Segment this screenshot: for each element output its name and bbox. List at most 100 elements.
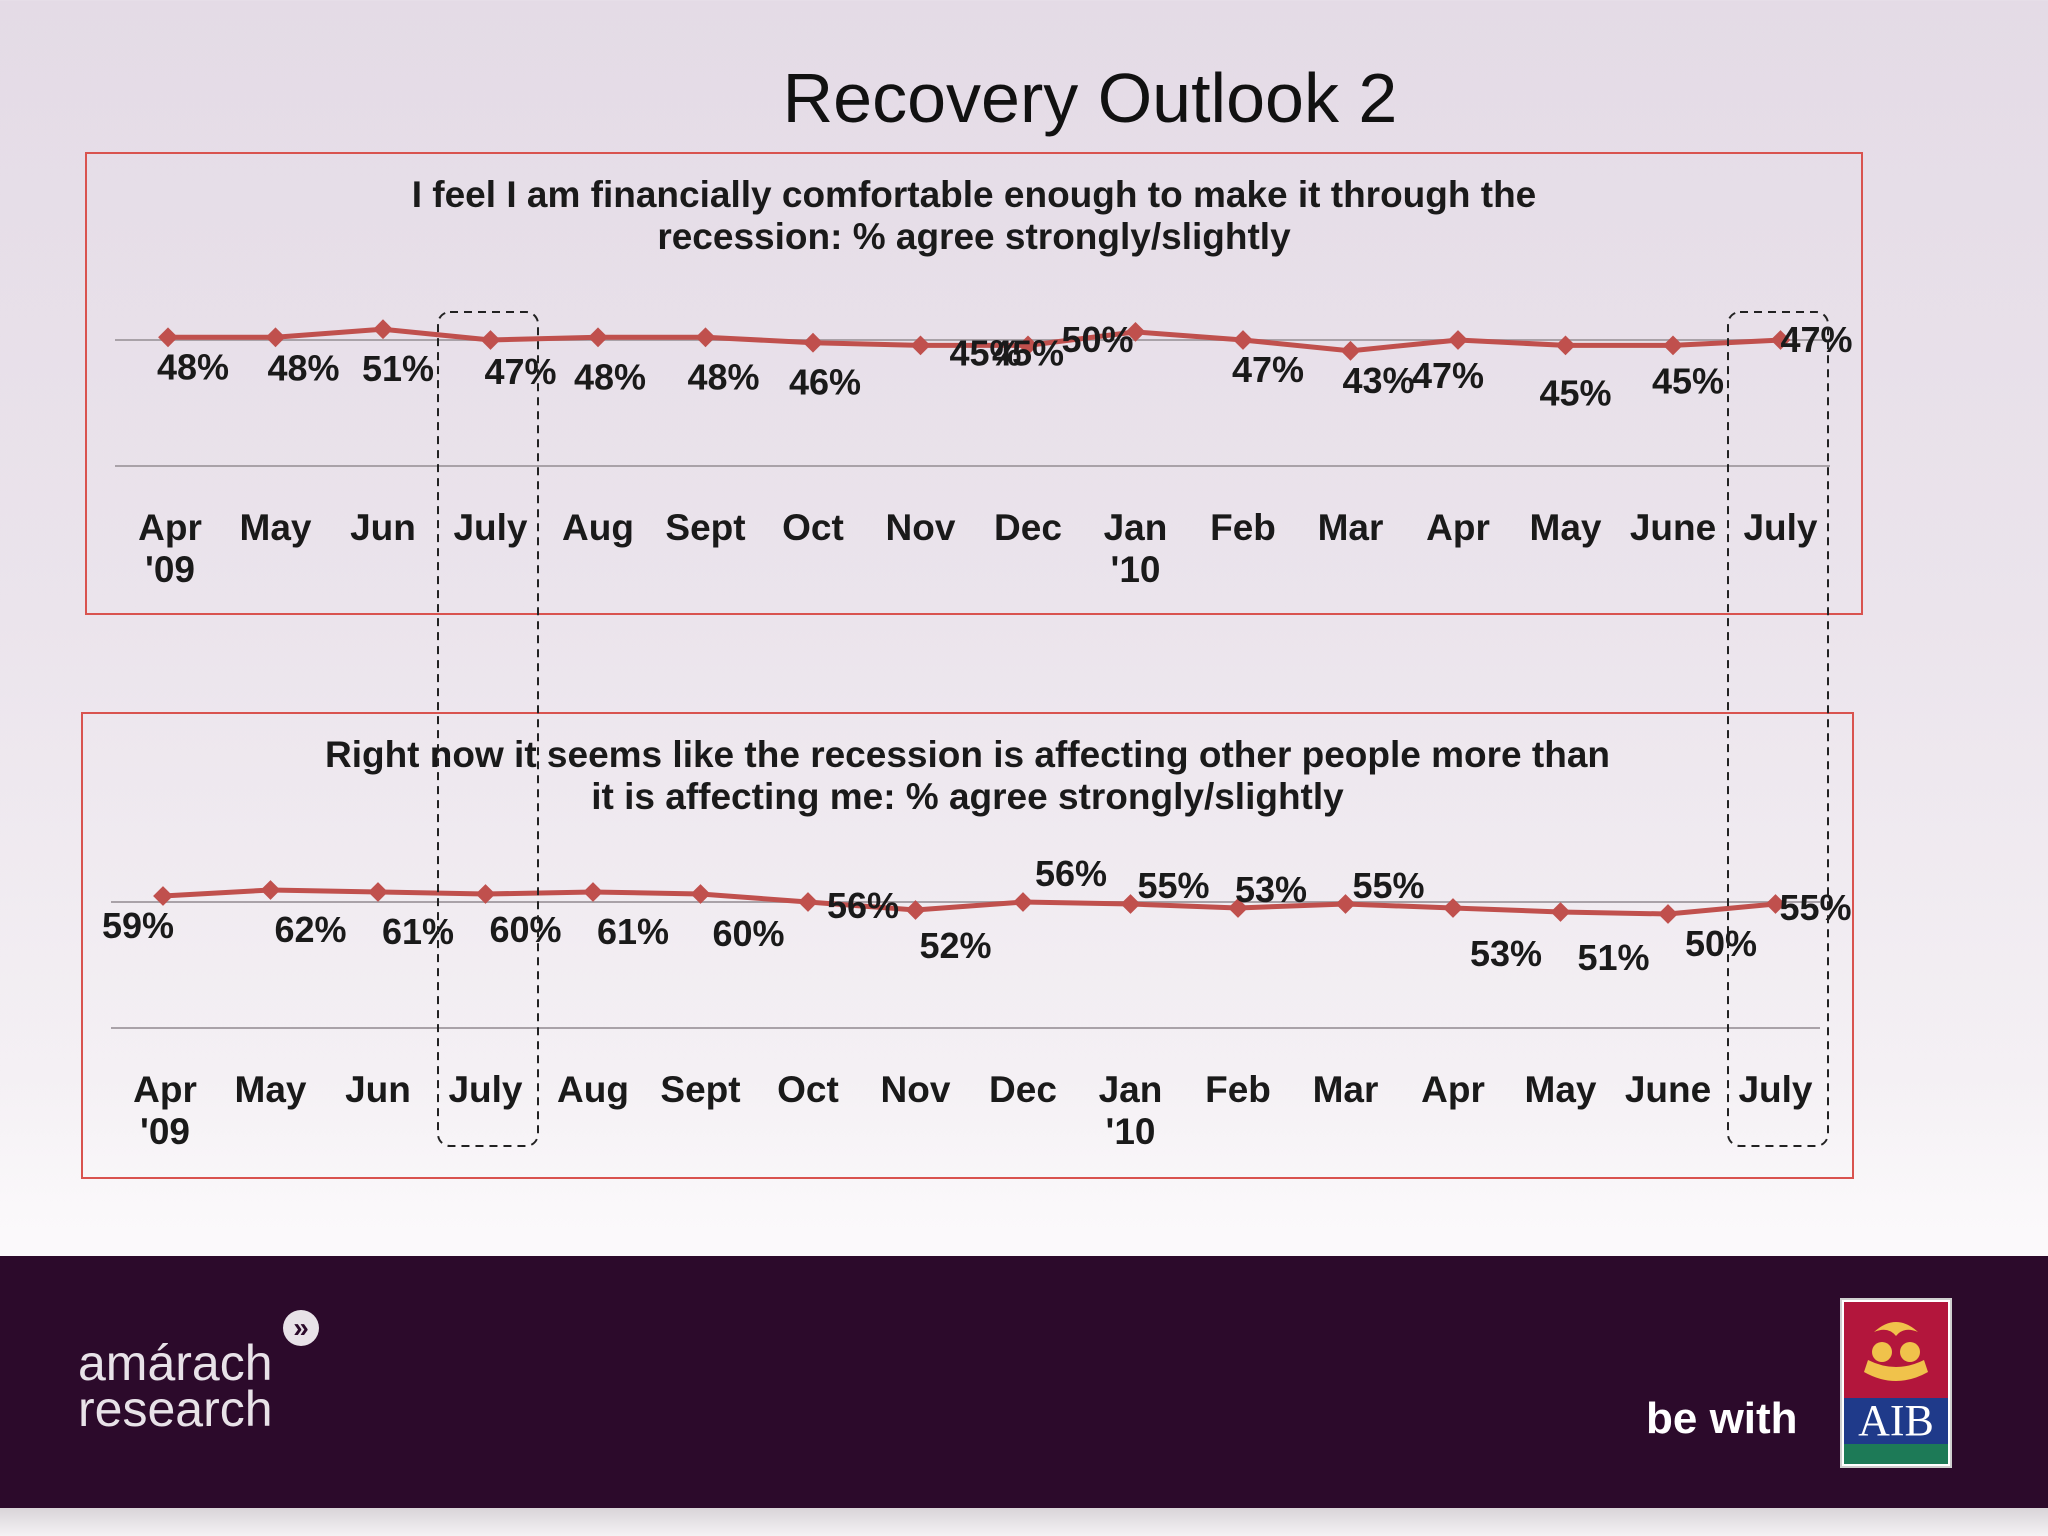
data-point-marker [1658,904,1678,924]
data-point-marker [583,882,603,902]
data-point-marker [1765,894,1786,914]
x-tick-label: Apr [133,1069,197,1110]
aib-green-band [1844,1444,1948,1464]
data-point-marker [1120,894,1141,914]
data-label: 48% [574,356,646,397]
data-point-marker [1555,335,1576,356]
data-point-marker [1018,335,1038,356]
data-label: 51% [362,348,434,389]
data-label: 47% [1780,319,1852,360]
data-label: 61% [382,911,454,952]
data-point-marker [1335,894,1356,914]
data-label: 45% [992,332,1064,373]
x-tick-label: Oct [782,507,844,548]
data-label: 43% [1342,360,1414,401]
data-label: 62% [274,909,346,950]
data-point-marker [1448,330,1468,350]
x-tick-label: '09 [140,1111,190,1152]
data-label: 53% [1470,933,1542,974]
data-point-marker [260,880,281,900]
data-label: 47% [1232,349,1304,390]
x-tick-label: Jun [350,507,416,548]
data-point-marker [690,884,711,904]
footer-strip [0,1508,2048,1536]
x-tick-label: Apr [138,507,202,548]
data-point-marker [480,330,501,350]
data-point-marker [368,882,388,902]
data-label: 53% [1235,869,1307,910]
data-point-marker [1770,330,1791,350]
data-point-marker [695,327,716,348]
x-tick-label: Sept [660,1069,740,1110]
x-tick-label: Nov [881,1069,951,1110]
data-label: 48% [267,347,339,388]
data-label: 46% [789,362,861,403]
data-label: 47% [1412,355,1484,396]
data-point-marker [158,327,178,348]
aib-wordmark: AIB [1844,1398,1948,1444]
data-point-marker [1233,330,1253,350]
data-point-marker [265,327,286,348]
x-tick-label: May [235,1069,307,1110]
data-label: 55% [1352,865,1424,906]
data-label: 45% [1652,360,1724,401]
x-tick-label: Jan [1104,507,1168,548]
data-label: 51% [1577,937,1649,978]
x-tick-label: May [1530,507,1602,548]
x-tick-label: Jun [345,1069,411,1110]
x-tick-label: Aug [562,507,634,548]
chart-title: I feel I am financially comfortable enou… [87,174,1861,258]
x-tick-label: '10 [1111,549,1161,590]
data-label: 48% [687,356,759,397]
logo-text-line: amárach [78,1335,273,1391]
data-label: 61% [597,911,669,952]
data-point-marker [588,327,608,348]
data-label: 52% [919,925,991,966]
data-point-marker [1340,340,1361,361]
x-tick-label: May [1525,1069,1597,1110]
data-label: 45% [949,332,1021,373]
x-tick-label: July [448,1069,522,1110]
x-tick-label: July [453,507,527,548]
x-tick-label: Mar [1313,1069,1379,1110]
series-line [162,887,1776,917]
data-label: 50% [1685,923,1757,964]
x-tick-label: June [1625,1069,1711,1110]
chart-panel-financially-comfortable: I feel I am financially comfortable enou… [85,152,1863,615]
data-label: 55% [1779,887,1851,928]
chart-title-line: Right now it seems like the recession is… [324,734,1610,775]
chart-title-line: recession: % agree strongly/slightly [657,216,1291,257]
highlight-box [437,311,539,1147]
x-tick-label: '10 [1106,1111,1156,1152]
data-label: 56% [1035,853,1107,894]
highlight-box [1727,311,1829,1147]
x-tick-label: Nov [886,507,956,548]
data-label: 47% [484,351,556,392]
x-tick-label: June [1630,507,1716,548]
data-point-marker [905,900,926,920]
x-tick-label: Feb [1205,1069,1271,1110]
amarach-research-logo: » amárach research [78,1310,319,1434]
x-tick-label: Dec [994,507,1062,548]
aib-crest-icon [1844,1302,1948,1398]
aib-logo: AIB [1840,1298,1952,1468]
x-tick-label: Sept [665,507,745,548]
chevron-right-circle-icon: » [283,1310,319,1346]
data-point-marker [1443,898,1463,918]
data-point-marker [1013,892,1033,912]
x-tick-label: Jan [1099,1069,1163,1110]
data-point-marker [1228,898,1248,918]
line-charts-canvas: 48% 48% 51% 47% 48% 48% 46%45%45%50%47% 43%47% 4… [102,311,1853,1152]
data-label: 60% [712,913,784,954]
data-point-marker [1663,335,1683,356]
data-point-marker [1550,902,1571,922]
chart-panel-recession-affecting-others: Right now it seems like the recession is… [81,712,1854,1179]
footer-bar [0,1256,2048,1508]
data-label: 50% [1061,319,1133,360]
chart-title-line: I feel I am financially comfortable enou… [411,174,1537,215]
chart-title: Right now it seems like the recession is… [83,734,1852,818]
data-label: 55% [1137,865,1209,906]
x-tick-label: Apr [1426,507,1490,548]
tagline: be with [1646,1394,1798,1443]
data-point-marker [373,319,393,340]
